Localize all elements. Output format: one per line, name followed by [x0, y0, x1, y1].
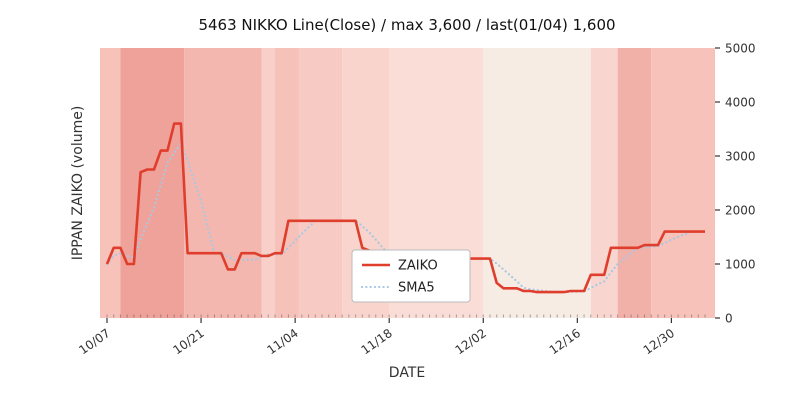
- bg-band: [651, 48, 715, 318]
- bg-band: [120, 48, 185, 318]
- x-minor-ticks: [106, 314, 706, 318]
- x-tick-label: 10/07: [76, 326, 112, 357]
- x-tick-label: 11/04: [264, 326, 300, 357]
- bg-band: [274, 48, 299, 318]
- y-axis-ticks: 0 1000 2000 3000 4000 5000: [715, 42, 756, 326]
- y-tick-label: 3000: [725, 150, 756, 164]
- x-tick-label: 10/21: [170, 326, 206, 357]
- bg-band: [617, 48, 652, 318]
- y-tick-label: 4000: [725, 96, 756, 110]
- x-tick-label: 12/02: [453, 326, 489, 357]
- legend-zaiko-label: ZAIKO: [398, 259, 438, 274]
- x-axis-label: DATE: [389, 365, 425, 381]
- y-tick-label: 5000: [725, 42, 756, 56]
- x-tick-label: 12/30: [641, 326, 677, 357]
- bg-band: [298, 48, 343, 318]
- bg-band: [100, 48, 121, 318]
- legend-box: [351, 249, 471, 303]
- background-bands: [100, 48, 715, 318]
- y-axis-label: IPPAN ZAIKO (volume): [70, 106, 86, 261]
- y-tick-label: 0: [725, 312, 733, 326]
- x-axis-ticks: 10/07 10/21 11/04 11/18 12/02 12/16 12/30: [76, 318, 677, 357]
- x-tick-label: 11/18: [359, 326, 395, 357]
- y-tick-label: 1000: [725, 258, 756, 272]
- bg-band: [590, 48, 618, 318]
- y-tick-label: 2000: [725, 204, 756, 218]
- bg-band: [261, 48, 275, 318]
- legend: ZAIKO SMA5: [351, 249, 471, 303]
- chart-title: 5463 NIKKO Line(Close) / max 3,600 / las…: [198, 16, 615, 34]
- bg-band: [184, 48, 262, 318]
- x-tick-label: 12/16: [547, 326, 583, 357]
- bg-band: [483, 48, 591, 318]
- legend-sma5-label: SMA5: [398, 281, 435, 296]
